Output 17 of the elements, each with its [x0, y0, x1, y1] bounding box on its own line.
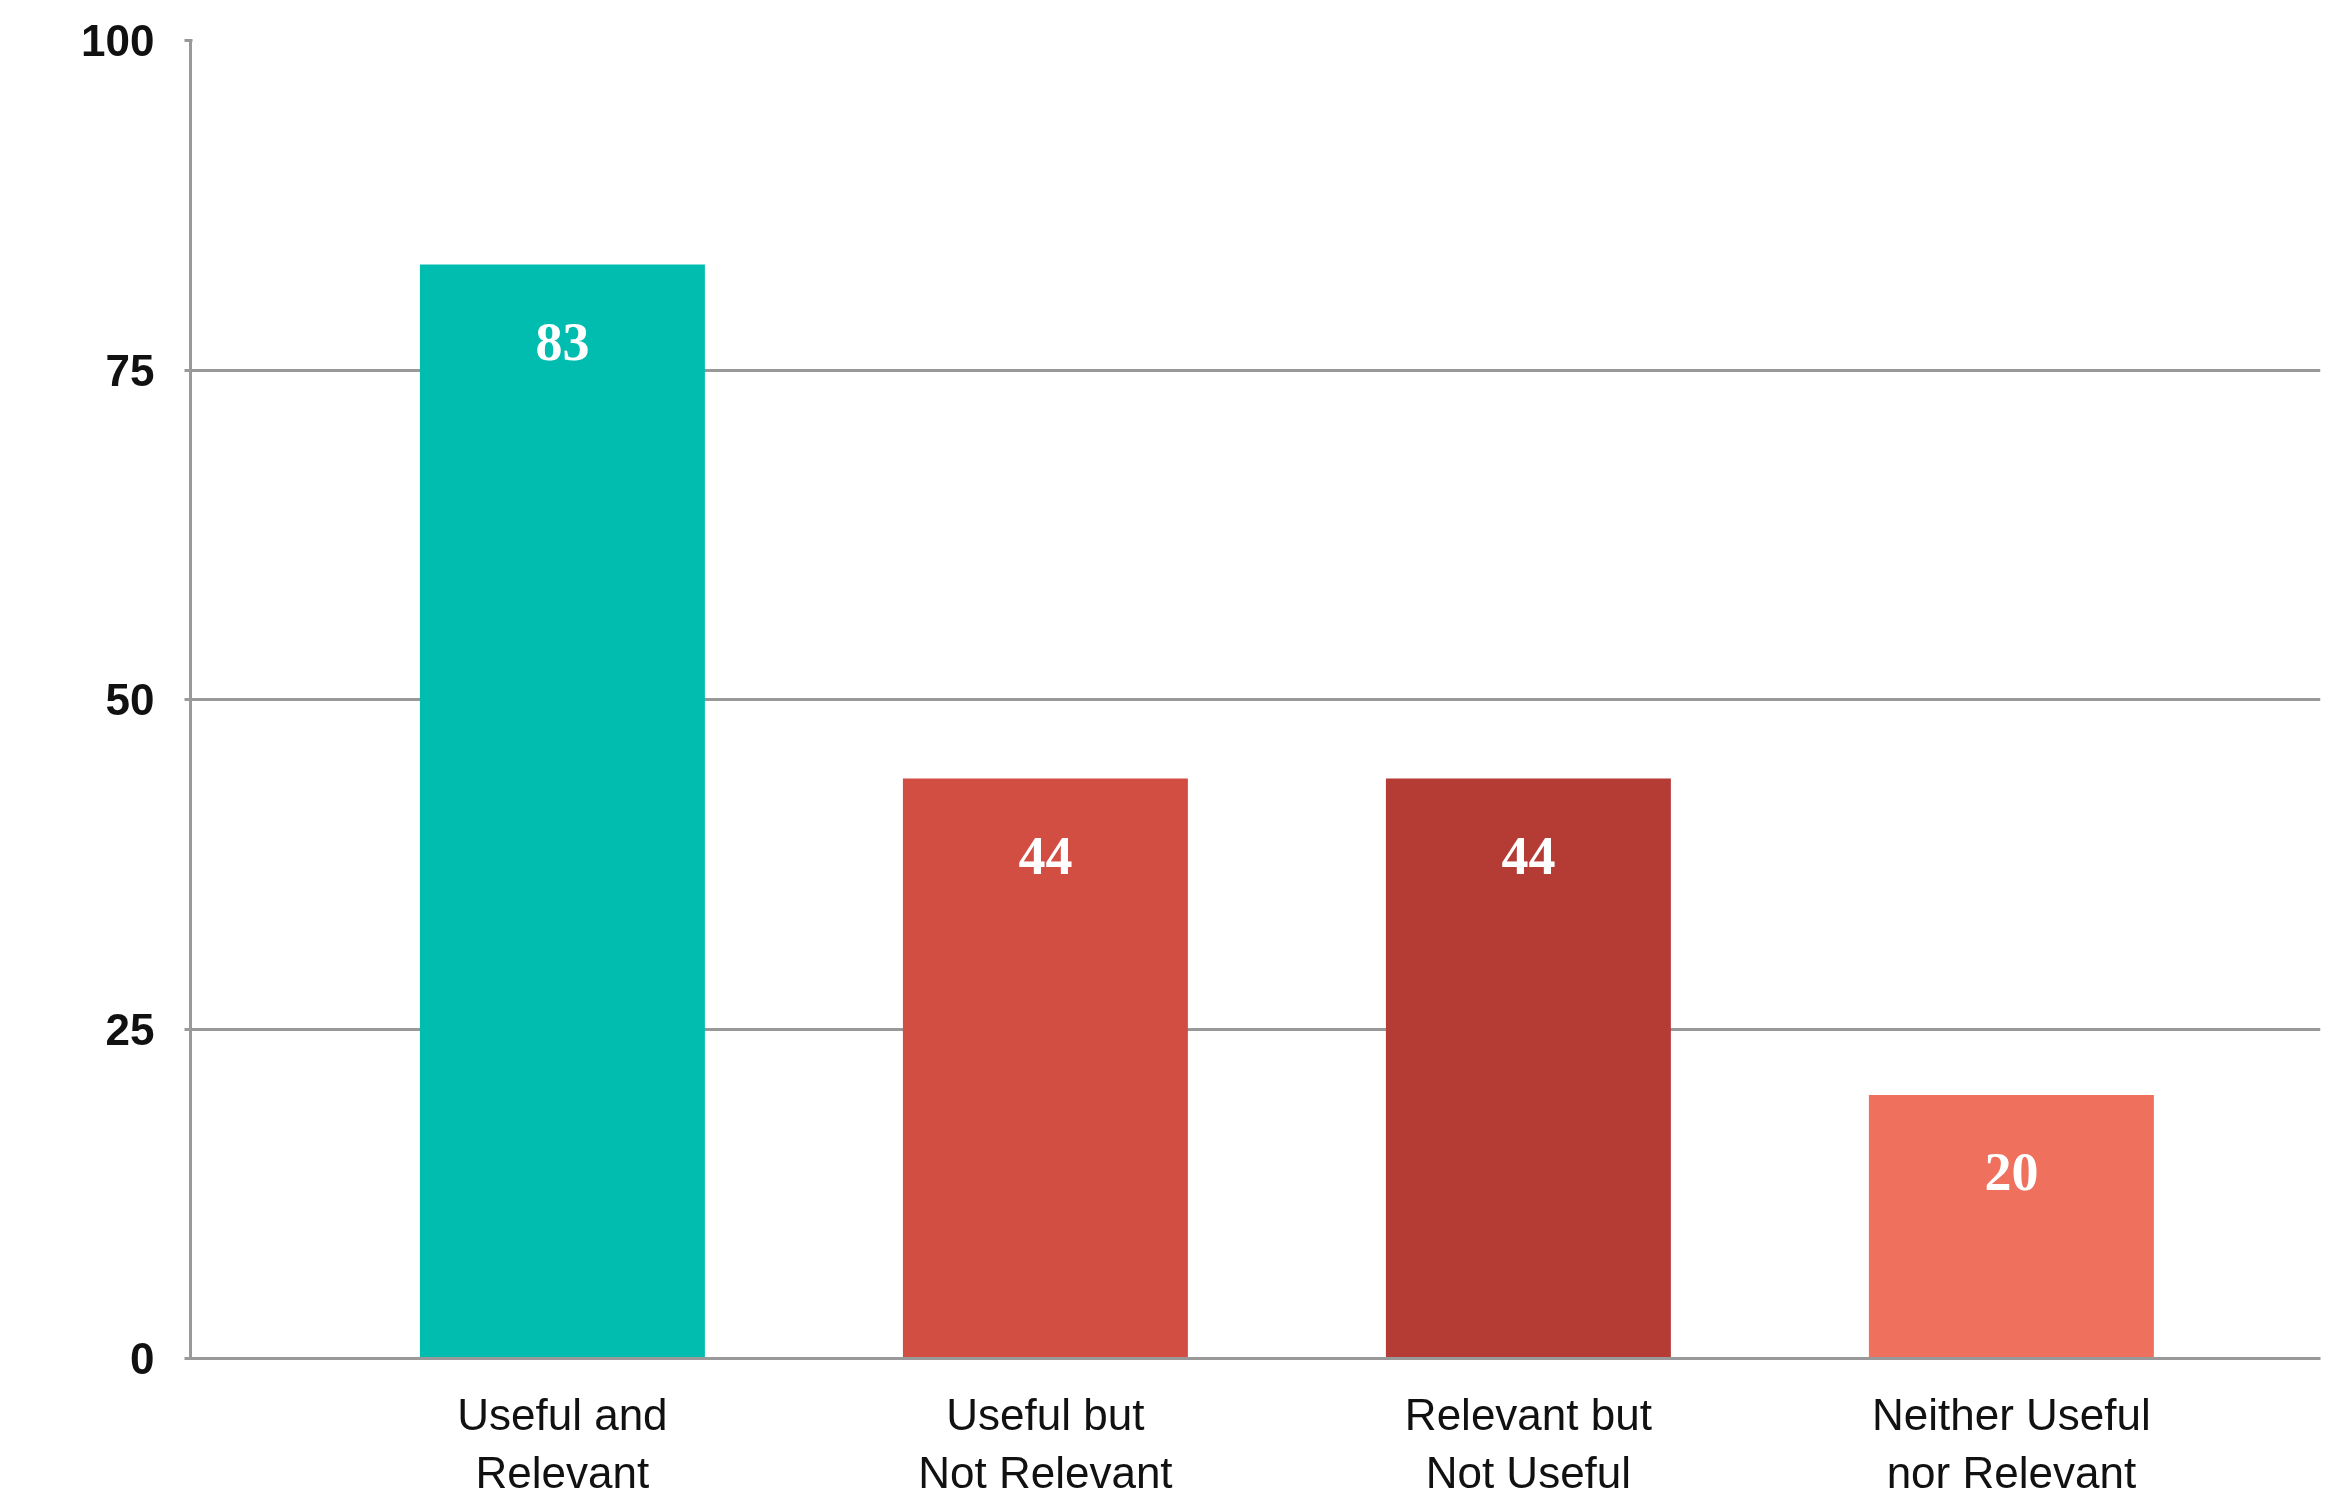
- y-tick-label: 100: [81, 16, 155, 65]
- y-tick-label: 25: [105, 1004, 155, 1054]
- x-tick-label: Useful and Relevant: [457, 1389, 668, 1498]
- x-tick-label: Relevant but Not Useful: [1404, 1389, 1652, 1498]
- data-label: 44: [1501, 825, 1556, 886]
- x-tick-label: Neither Useful nor Relevant: [1871, 1389, 2151, 1498]
- x-tick-label: Useful but Not Relevant: [918, 1389, 1173, 1498]
- y-tick-label: 75: [105, 345, 155, 395]
- bar: [902, 778, 1188, 1359]
- bar: [419, 264, 705, 1359]
- data-label: 83: [535, 311, 590, 372]
- bar: [1868, 1094, 2154, 1359]
- data-label: 44: [1018, 825, 1073, 886]
- data-label: 20: [1984, 1141, 2039, 1202]
- bar: [1385, 778, 1671, 1359]
- y-tick-label: 50: [105, 675, 155, 724]
- y-tick-label: 0: [130, 1334, 155, 1383]
